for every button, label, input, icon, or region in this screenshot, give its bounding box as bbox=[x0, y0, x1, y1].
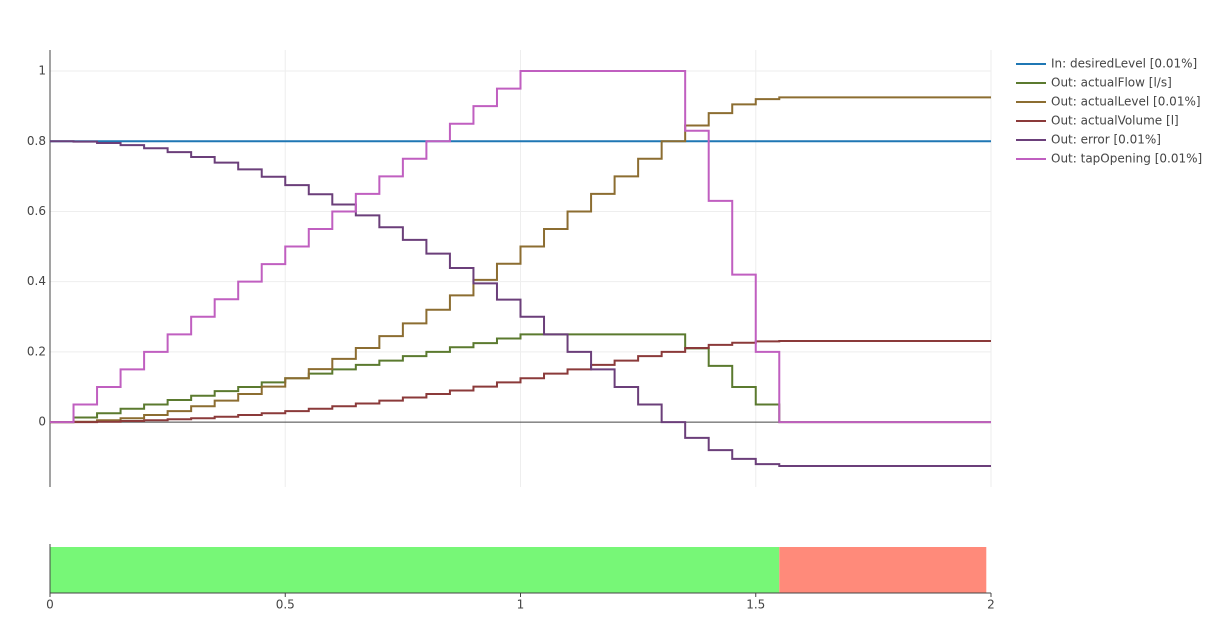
series-line bbox=[50, 333, 991, 424]
timeline-segment bbox=[779, 547, 987, 593]
x-tick-label: 0.5 bbox=[276, 598, 295, 612]
series-line bbox=[50, 70, 991, 424]
x-tick-label: 0 bbox=[46, 598, 54, 612]
y-tick-label: 0.2 bbox=[27, 344, 46, 358]
x-tick-label: 1.5 bbox=[746, 598, 765, 612]
timeline-segment bbox=[50, 547, 780, 593]
x-tick-label: 2 bbox=[987, 598, 995, 612]
legend-label: Out: actualVolume [l] bbox=[1051, 114, 1179, 128]
series-line bbox=[50, 140, 991, 467]
y-tick-label: 0.4 bbox=[27, 274, 46, 288]
x-tick-label: 1 bbox=[517, 598, 525, 612]
legend-label: In: desiredLevel [0.01%] bbox=[1051, 57, 1197, 71]
legend-label: Out: actualFlow [l/s] bbox=[1051, 76, 1172, 90]
legend-label: Out: error [0.01%] bbox=[1051, 133, 1161, 147]
legend-label: Out: actualLevel [0.01%] bbox=[1051, 95, 1201, 109]
y-tick-label: 1 bbox=[38, 64, 46, 78]
y-tick-label: 0.6 bbox=[27, 204, 46, 218]
legend-label: Out: tapOpening [0.01%] bbox=[1051, 152, 1202, 166]
y-tick-label: 0 bbox=[38, 415, 46, 429]
y-tick-label: 0.8 bbox=[27, 134, 46, 148]
series-line bbox=[50, 96, 991, 424]
